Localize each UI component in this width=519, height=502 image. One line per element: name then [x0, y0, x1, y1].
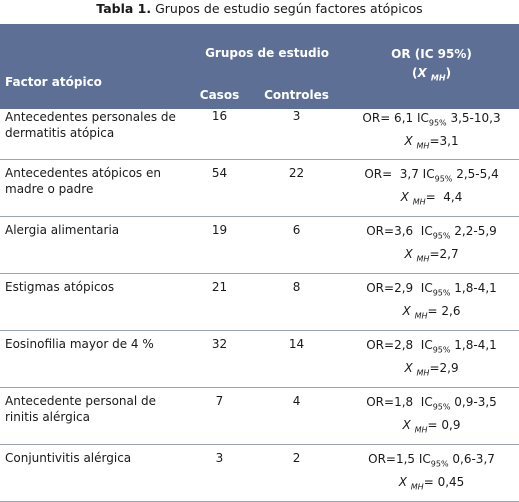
header-or-sub: MH: [430, 73, 446, 83]
row-or: OR=1,8 IC95% 0,9-3,5 X MH= 0,9: [344, 388, 519, 445]
row-or-pre: OR= 6,1 IC: [362, 111, 429, 125]
row-x-val: =2,7: [429, 247, 459, 262]
row-x: X: [404, 247, 413, 262]
row-ic-sub: 95%: [432, 288, 451, 298]
table-row: Antecedentes atópicos en madre o padre 5…: [0, 160, 519, 217]
table-row: Antecedente personal de rinitis alérgica…: [0, 388, 519, 445]
row-factor: Antecedentes personales de dermatitis at…: [5, 110, 176, 140]
row-x-val: = 2,6: [427, 304, 461, 319]
row-casos: 21: [211, 280, 228, 294]
header-factor: Factor atópico: [0, 24, 190, 109]
row-controles: 6: [292, 223, 301, 237]
row-or-pre: OR=3,6 IC: [366, 224, 433, 238]
row-factor: Alergia alimentaria: [5, 223, 120, 237]
row-or: OR=2,9 IC95% 1,8-4,1 X MH= 2,6: [344, 274, 519, 331]
table-row: Estigmas atópicos 21 8 OR=2,9 IC95% 1,8-…: [0, 274, 519, 331]
row-x: X: [404, 134, 413, 149]
row-casos: 7: [215, 394, 224, 408]
header-or-label: OR (IC 95%): [391, 47, 472, 62]
table-header: Factor atópico Grupos de estudio OR (IC …: [0, 24, 519, 109]
row-x-sub: MH: [414, 311, 428, 321]
row-or-pre: OR=1,8 IC: [366, 395, 433, 409]
row-casos: 54: [211, 166, 228, 180]
row-casos: 3: [215, 451, 224, 465]
row-x: X: [404, 361, 413, 376]
row-x: X: [402, 418, 411, 433]
table-row: Alergia alimentaria 19 6 OR=3,6 IC95% 2,…: [0, 217, 519, 274]
row-or-post: 2,5-5,4: [452, 167, 499, 181]
row-or-pre: OR=1,5 IC: [368, 452, 431, 466]
row-factor: Antecedente personal de rinitis alérgica: [5, 394, 157, 424]
row-or-post: 1,8-4,1: [450, 338, 497, 352]
row-or-post: 1,8-4,1: [450, 281, 497, 295]
row-controles: 4: [292, 394, 301, 408]
table-row: Antecedentes personales de dermatitis at…: [0, 109, 519, 160]
row-or: OR= 6,1 IC95% 3,5-10,3 X MH=3,1: [344, 109, 519, 160]
header-study-groups: Grupos de estudio: [190, 24, 345, 82]
row-casos: 16: [211, 109, 228, 123]
header-controles: Controles: [249, 81, 345, 109]
row-or-post: 0,9-3,5: [450, 395, 497, 409]
row-x-sub: MH: [416, 368, 430, 378]
row-factor: Estigmas atópicos: [5, 280, 115, 294]
row-ic-sub: 95%: [434, 174, 453, 184]
table-caption: Tabla 1. Grupos de estudio según factore…: [0, 0, 519, 24]
row-controles: 2: [292, 451, 301, 465]
row-x-sub: MH: [416, 141, 430, 151]
row-factor: Conjuntivitis alérgica: [5, 451, 132, 465]
row-controles: 14: [288, 337, 305, 351]
row-or: OR=1,5 IC95% 0,6-3,7 X MH= 0,45: [344, 445, 519, 502]
header-casos: Casos: [190, 81, 249, 109]
row-or: OR= 3,7 IC95% 2,5-5,4 X MH= 4,4: [344, 160, 519, 217]
row-or: OR=3,6 IC95% 2,2-5,9 X MH=2,7: [344, 217, 519, 274]
table-body: Antecedentes personales de dermatitis at…: [0, 109, 519, 502]
row-ic-sub: 95%: [428, 118, 447, 128]
row-x: X: [402, 304, 411, 319]
row-or: OR=2,8 IC95% 1,8-4,1 X MH=2,9: [344, 331, 519, 388]
row-controles: 8: [292, 280, 301, 294]
row-x-val: = 4,4: [425, 190, 463, 205]
row-ic-sub: 95%: [432, 402, 451, 412]
row-or-pre: OR=2,9 IC: [366, 281, 433, 295]
row-x-val: =3,1: [429, 134, 459, 149]
row-or-post: 2,2-5,9: [450, 224, 497, 238]
row-casos: 19: [211, 223, 228, 237]
row-x-sub: MH: [414, 425, 428, 435]
row-x: X: [400, 190, 409, 205]
row-x: X: [398, 475, 407, 490]
row-x-sub: MH: [412, 197, 426, 207]
atopic-factors-table: Factor atópico Grupos de estudio OR (IC …: [0, 24, 519, 502]
caption-label: Tabla 1.: [96, 1, 152, 16]
row-or-post: 3,5-10,3: [446, 111, 501, 125]
row-ic-sub: 95%: [432, 231, 451, 241]
header-or: OR (IC 95%) (X MH): [344, 24, 519, 109]
caption-title: Grupos de estudio según factores atópico…: [151, 1, 423, 16]
row-factor: Eosinofilia mayor de 4 %: [5, 337, 154, 351]
row-controles: 22: [288, 166, 305, 180]
header-or-x: X: [417, 66, 427, 81]
table-row: Eosinofilia mayor de 4 % 32 14 OR=2,8 IC…: [0, 331, 519, 388]
row-x-val: =2,9: [429, 361, 459, 376]
row-controles: 3: [292, 109, 301, 123]
row-factor: Antecedentes atópicos en madre o padre: [5, 166, 161, 196]
row-ic-sub: 95%: [430, 459, 449, 469]
row-casos: 32: [211, 337, 228, 351]
row-or-post: 0,6-3,7: [448, 452, 495, 466]
row-or-pre: OR=2,8 IC: [366, 338, 433, 352]
row-x-sub: MH: [416, 254, 430, 264]
row-x-val: = 0,45: [423, 475, 465, 490]
row-x-val: = 0,9: [427, 418, 461, 433]
table-row: Conjuntivitis alérgica 3 2 OR=1,5 IC95% …: [0, 445, 519, 502]
row-ic-sub: 95%: [432, 345, 451, 355]
row-x-sub: MH: [410, 482, 424, 492]
row-or-pre: OR= 3,7 IC: [364, 167, 435, 181]
